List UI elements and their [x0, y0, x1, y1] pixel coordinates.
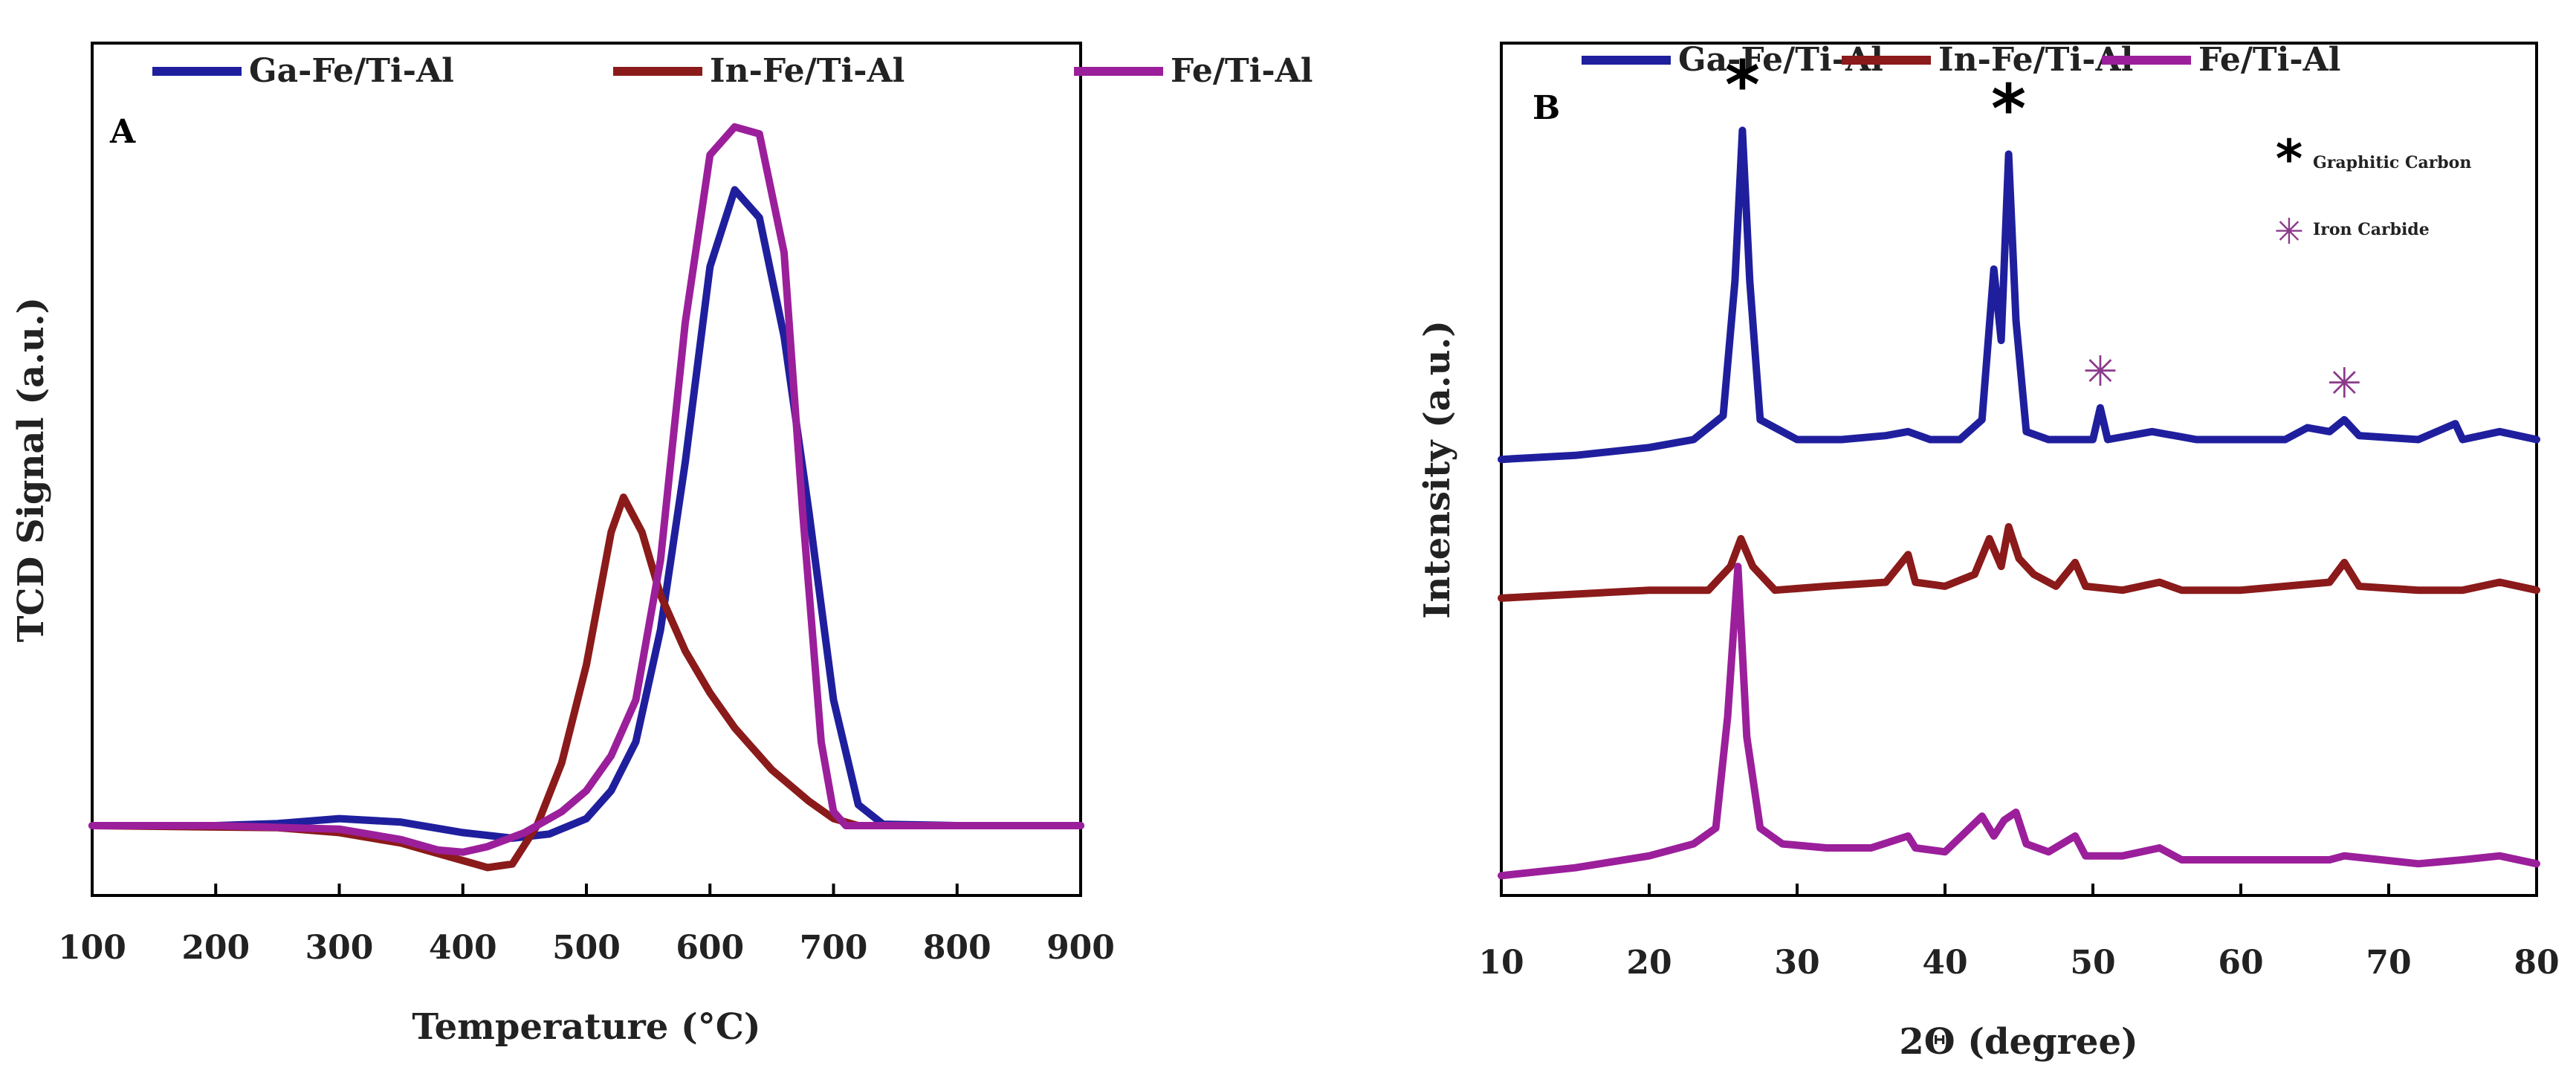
series-line-in-fe-ti-al: [88, 493, 1084, 872]
x-tick-label: 10: [1478, 944, 1524, 982]
panel-a-label: A: [109, 113, 136, 151]
panel-b-series: [1498, 126, 2540, 880]
x-tick-label: 30: [1774, 944, 1819, 982]
x-tick-label: 70: [2366, 944, 2411, 982]
legend-label: In-Fe/Ti-Al: [710, 52, 904, 90]
graphitic-carbon-marker: *: [1991, 70, 2026, 148]
panel-b-label: B: [1533, 89, 1560, 127]
panel-b-marker-legend: * Graphitic Carbon ✳ Iron Carbide: [2274, 129, 2471, 253]
panel-b-x-ticks: 10 20 30 40 50 60 70 80: [1478, 884, 2560, 982]
graphitic-carbon-marker: *: [1725, 46, 1760, 124]
legend-label: Ga-Fe/Ti-Al: [249, 52, 454, 90]
x-tick-label: 400: [429, 929, 497, 967]
x-tick-label: 50: [2070, 944, 2115, 982]
panel-b-peak-markers: * * ✳ ✳: [1725, 46, 2362, 407]
x-tick-label: 60: [2218, 944, 2263, 982]
panel-a-x-ticks: 100 200 300 400 500 600 700 800 900: [58, 884, 1115, 967]
panel-b-chart: 10 20 30 40 50 60 70 80 Ga-Fe/Ti-Al In-Fe/Ti-Al F…: [1417, 41, 2560, 1063]
x-tick-label: 700: [800, 929, 868, 967]
legend-label: In-Fe/Ti-Al: [1938, 41, 2133, 79]
x-tick-label: 500: [552, 929, 621, 967]
panel-a-chart: 100 200 300 400 500 600 700 800 900 Ga-Fe/Ti-Al I…: [10, 42, 1313, 1048]
panel-a-legend: Ga-Fe/Ti-Al In-Fe/Ti-Al Fe/Ti-Al: [152, 52, 1313, 90]
x-tick-label: 20: [1626, 944, 1672, 982]
legend-label: Fe/Ti-Al: [1171, 52, 1313, 90]
series-line-fe-ti-al: [1498, 563, 2540, 880]
legend-label: Fe/Ti-Al: [2198, 41, 2340, 79]
panel-b-legend: Ga-Fe/Ti-Al In-Fe/Ti-Al Fe/Ti-Al: [1582, 41, 2340, 79]
marker-legend-label: Graphitic Carbon: [2313, 153, 2471, 172]
x-tick-label: 40: [1922, 944, 1967, 982]
marker-legend-symbol: ✳: [2274, 211, 2304, 253]
iron-carbide-marker: ✳: [2083, 348, 2117, 396]
panel-a-plot-frame: [91, 42, 1082, 897]
iron-carbide-marker: ✳: [2327, 360, 2362, 408]
x-tick-label: 800: [923, 929, 991, 967]
x-tick-label: 600: [676, 929, 744, 967]
marker-legend-symbol: *: [2276, 129, 2303, 189]
panel-a-x-axis-title: Temperature (°C): [412, 1006, 760, 1048]
x-tick-label: 900: [1046, 929, 1115, 967]
x-tick-label: 200: [181, 929, 250, 967]
panel-a-y-axis-title: TCD Signal (a.u.): [10, 297, 52, 643]
panel-b-x-axis-title: 2Θ (degree): [1899, 1021, 2138, 1063]
panel-b-plot-frame: [1500, 42, 2538, 897]
marker-legend-label: Iron Carbide: [2313, 220, 2430, 239]
series-line-fe-ti-al: [88, 123, 1084, 856]
series-line-in-fe-ti-al: [1498, 522, 2540, 602]
series-line-ga-fe-ti-al: [88, 186, 1084, 842]
x-tick-label: 80: [2514, 944, 2559, 982]
series-line-ga-fe-ti-al: [1498, 126, 2540, 464]
panel-b-y-axis-title: Intensity (a.u.): [1417, 320, 1458, 619]
x-tick-label: 300: [305, 929, 374, 967]
x-tick-label: 100: [58, 929, 126, 967]
panel-a-series: [88, 123, 1084, 872]
